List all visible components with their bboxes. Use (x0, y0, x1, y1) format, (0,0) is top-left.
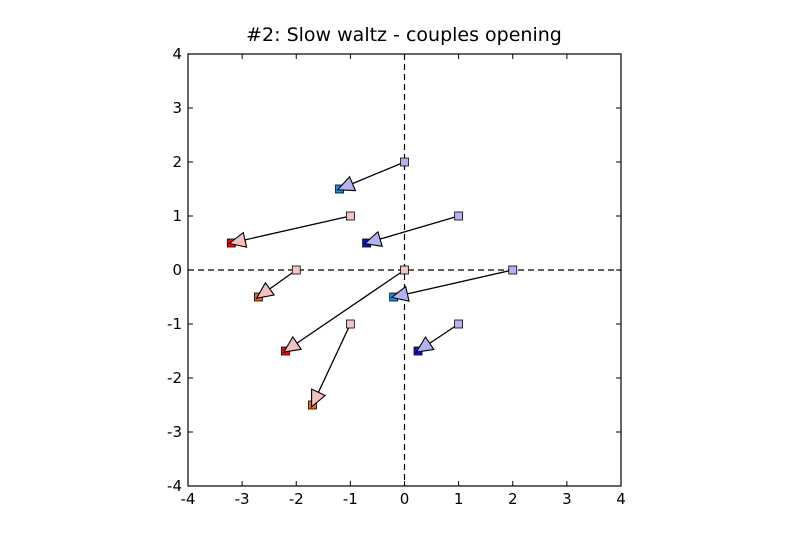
y-tick-label: -2 (167, 369, 182, 387)
y-tick-label: 1 (172, 207, 182, 225)
x-tick-label: 3 (562, 490, 572, 508)
y-tick-label: 2 (172, 153, 182, 171)
move-6 (413, 319, 464, 356)
x-tick-label: 4 (616, 490, 626, 508)
start-marker (454, 319, 464, 329)
x-tick-label: -3 (235, 490, 250, 508)
move-line (285, 269, 405, 352)
start-marker (345, 319, 355, 329)
y-tick-label: -4 (167, 477, 182, 495)
move-4 (281, 265, 409, 356)
move-1 (226, 211, 355, 248)
y-tick-label: -1 (167, 315, 182, 333)
y-tick-label: -3 (167, 423, 182, 441)
x-tick-label: 0 (400, 490, 410, 508)
arrowhead (415, 335, 435, 353)
move-7 (308, 319, 355, 410)
move-2 (362, 211, 464, 248)
start-marker (400, 265, 409, 275)
x-tick-label: 2 (508, 490, 518, 508)
y-tick-label: 3 (172, 99, 182, 117)
x-tick-label: -2 (289, 490, 304, 508)
arrowhead (336, 175, 357, 192)
move-3 (253, 265, 301, 302)
arrowhead (282, 335, 303, 353)
move-line (311, 323, 351, 406)
move-line (366, 215, 459, 244)
y-tick-label: 0 (172, 261, 182, 279)
start-marker (508, 265, 518, 275)
axis-ticks: -4 -3 -2 -1 0 1 2 3 4 -4 -3 -2 -1 0 1 2 3 4 (167, 45, 626, 508)
move-5 (389, 265, 518, 302)
y-tick-label: 4 (172, 45, 182, 63)
start-marker (345, 211, 355, 221)
x-tick-label: -4 (181, 490, 196, 508)
move-line (393, 269, 513, 298)
move-line (231, 215, 351, 244)
x-tick-label: 1 (454, 490, 464, 508)
dance-moves (226, 157, 518, 410)
arrowhead (363, 230, 383, 247)
start-marker (454, 211, 464, 221)
move-0 (335, 157, 409, 194)
x-tick-label: -1 (343, 490, 358, 508)
arrowhead (311, 388, 327, 408)
arrowhead (390, 285, 410, 302)
arrowhead (228, 231, 248, 248)
arrowhead (255, 281, 276, 299)
chart-title: #2: Slow waltz - couples opening (246, 24, 562, 46)
start-marker (291, 265, 301, 275)
start-marker (400, 157, 409, 167)
